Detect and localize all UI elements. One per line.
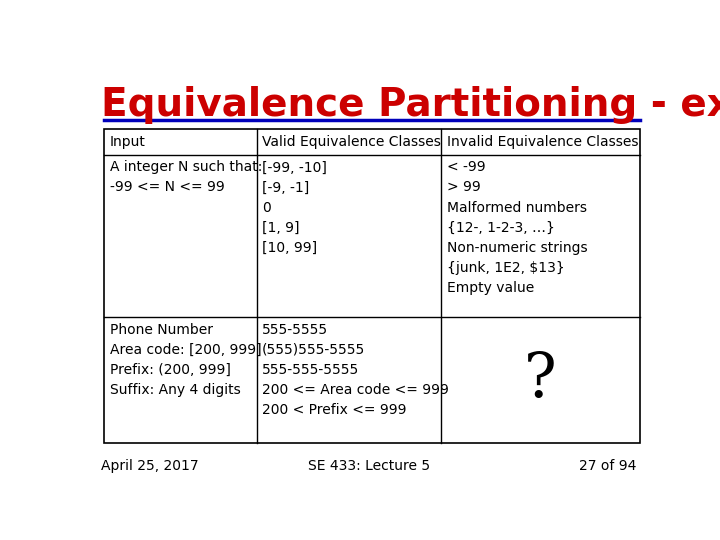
Text: 27 of 94: 27 of 94 [580,459,637,473]
Text: < -99
> 99
Malformed numbers
{12-, 1-2-3, …}
Non-numeric strings
{junk, 1E2, $13: < -99 > 99 Malformed numbers {12-, 1-2-3… [447,160,588,295]
Text: Phone Number
Area code: [200, 999]
Prefix: (200, 999]
Suffix: Any 4 digits: Phone Number Area code: [200, 999] Prefi… [109,322,261,397]
Bar [104,129,639,443]
Text: Equivalence Partitioning - examples: Equivalence Partitioning - examples [101,85,720,124]
Text: Invalid Equivalence Classes: Invalid Equivalence Classes [447,134,639,149]
Text: Input: Input [109,134,145,149]
Text: 555-5555
(555)555-5555
555-555-5555
200 <= Area code <= 999
200 < Prefix <= 999: 555-5555 (555)555-5555 555-555-5555 200 … [262,322,449,417]
Text: April 25, 2017: April 25, 2017 [101,459,199,473]
Text: ?: ? [524,350,557,410]
Text: A integer N such that:
-99 <= N <= 99: A integer N such that: -99 <= N <= 99 [109,160,262,194]
Text: [-99, -10]
[-9, -1]
0
[1, 9]
[10, 99]: [-99, -10] [-9, -1] 0 [1, 9] [10, 99] [262,160,327,255]
Text: Valid Equivalence Classes: Valid Equivalence Classes [262,134,441,149]
Text: SE 433: Lecture 5: SE 433: Lecture 5 [308,459,430,473]
